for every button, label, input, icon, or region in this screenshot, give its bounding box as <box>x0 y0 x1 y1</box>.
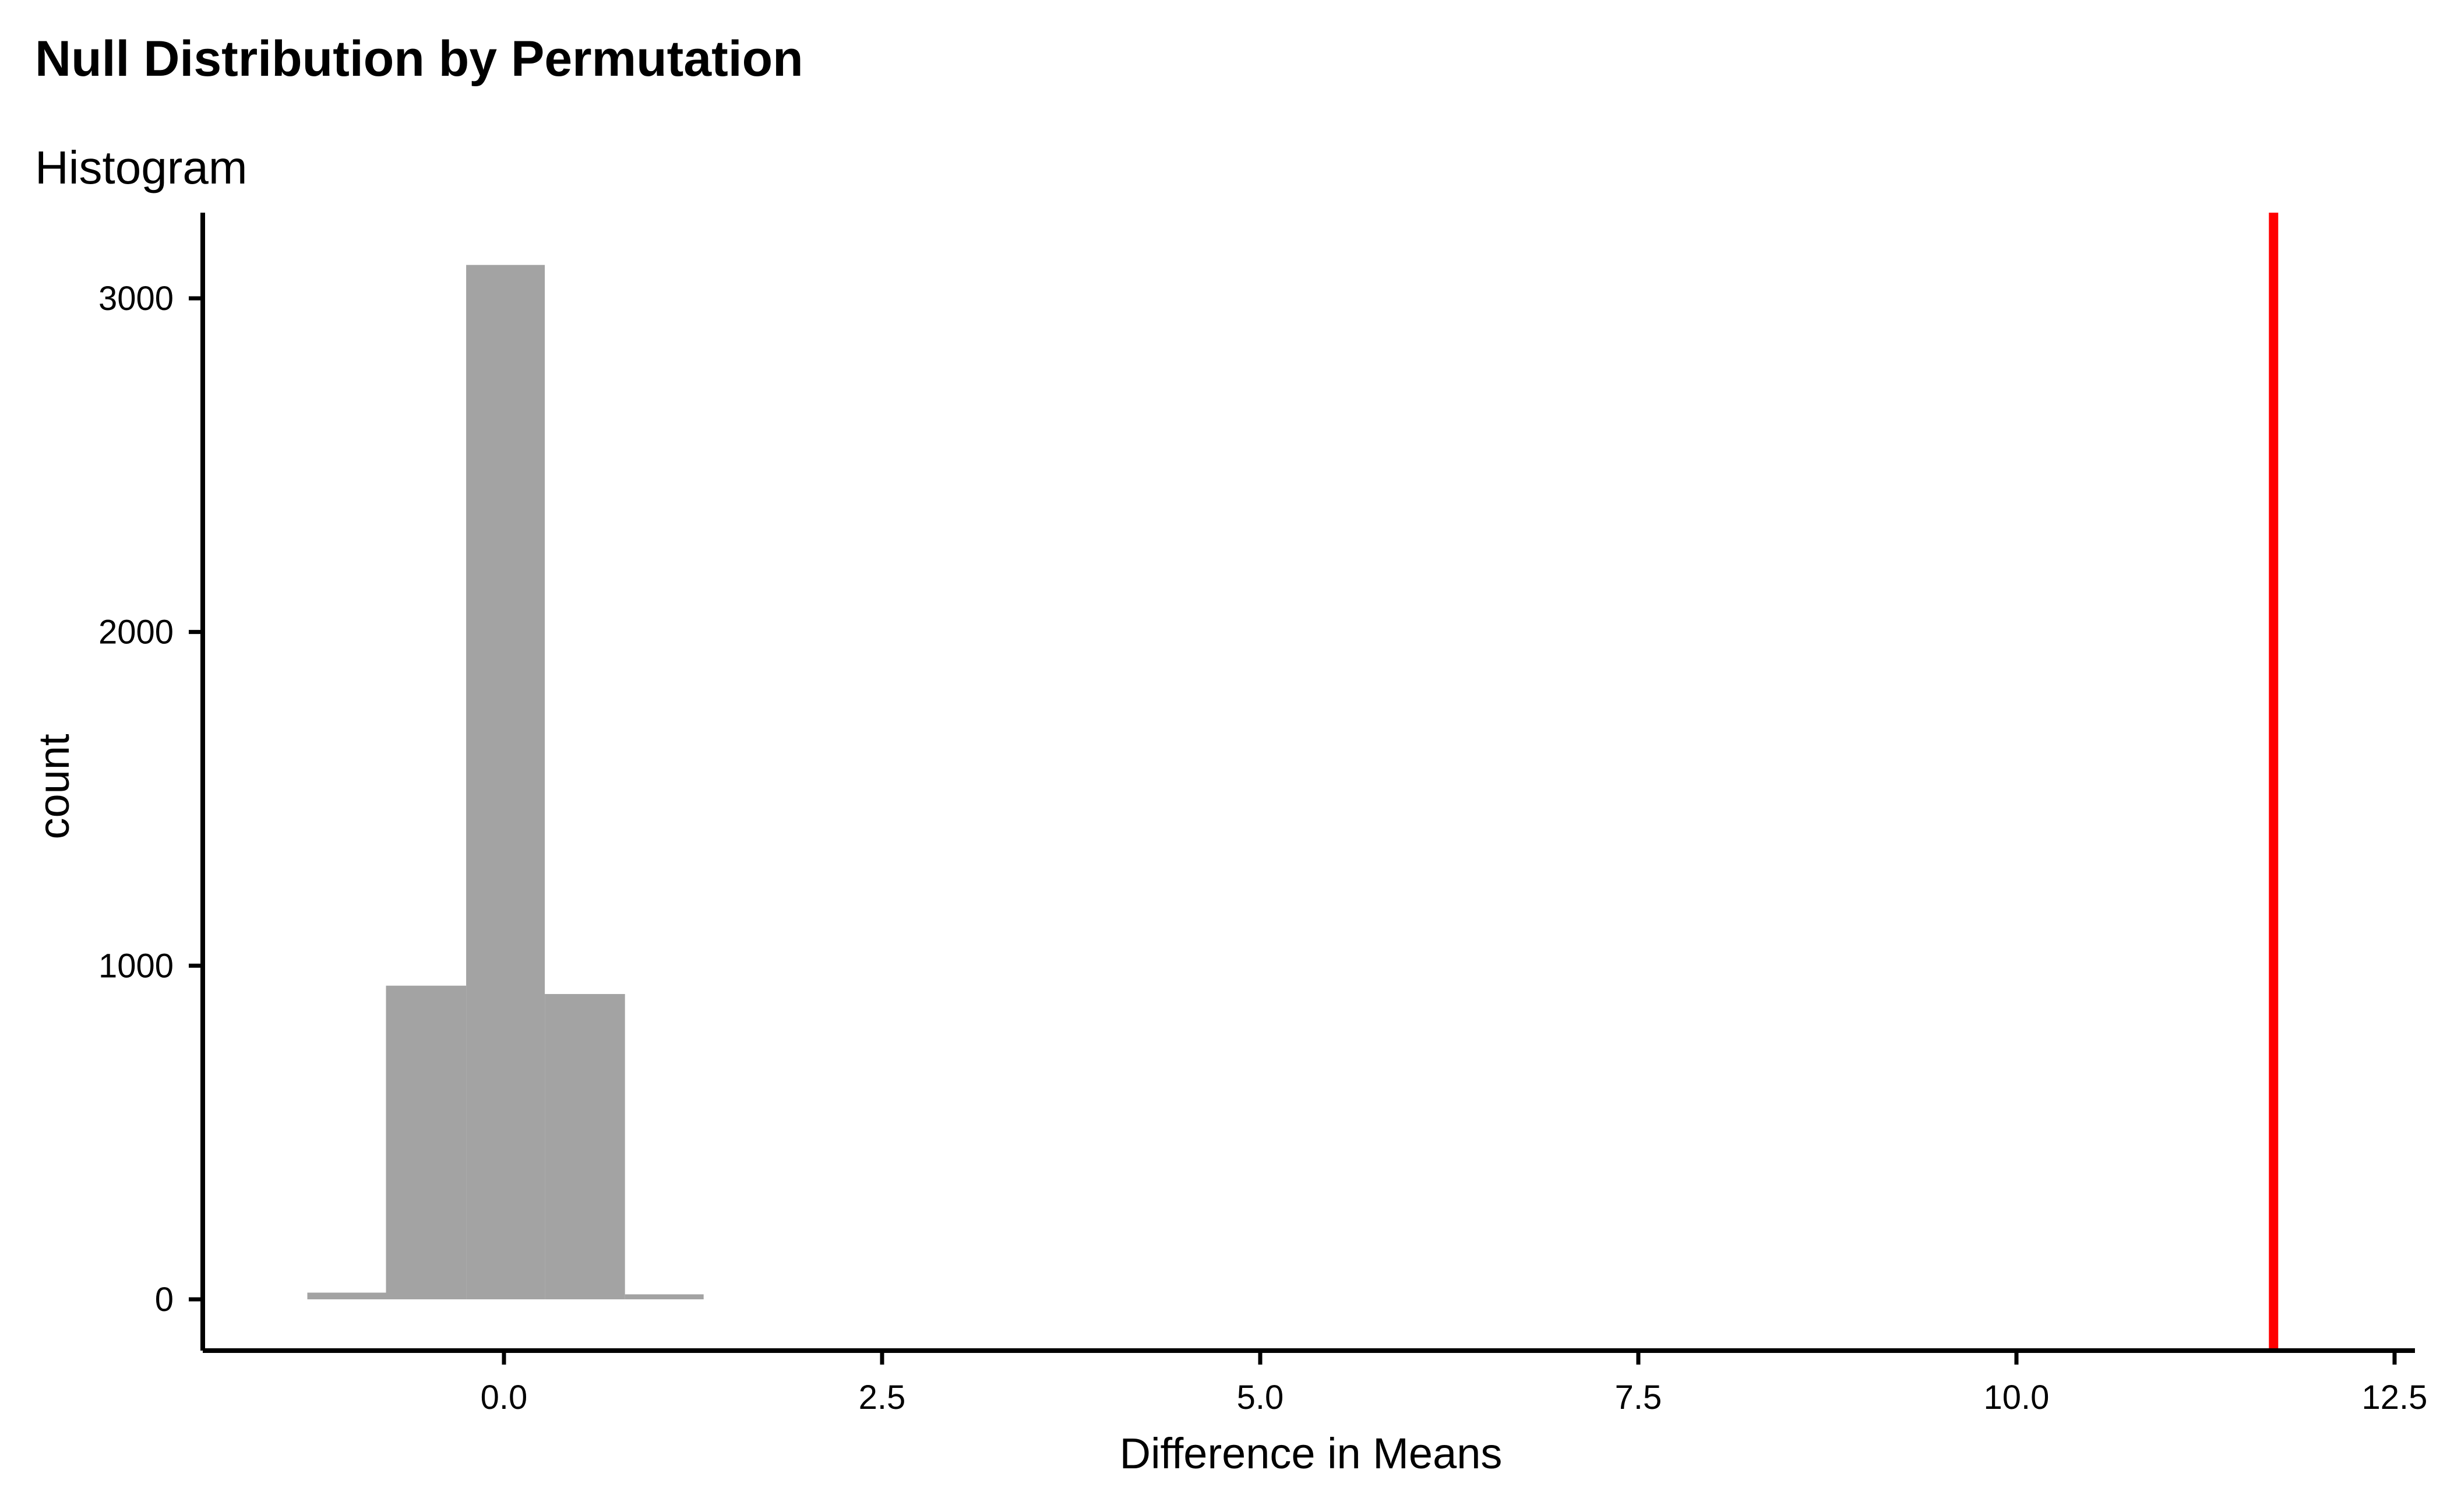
x-axis: 0.0 2.5 5.0 7.5 10.0 12.5 <box>203 1348 2428 1416</box>
chart-title: Null Distribution by Permutation <box>35 31 803 87</box>
histogram-bar-2 <box>466 265 545 1300</box>
y-tick-label: 2000 <box>98 614 174 651</box>
y-axis-label: count <box>30 734 78 839</box>
y-tick-label: 0 <box>155 1281 174 1319</box>
x-tick-label: 7.5 <box>1615 1379 1662 1416</box>
x-tick-label: 0.0 <box>481 1379 528 1416</box>
x-tick-label: 5.0 <box>1237 1379 1284 1416</box>
y-axis: 0 1000 2000 3000 <box>98 213 205 1351</box>
x-tick-label: 10.0 <box>1984 1379 2050 1416</box>
y-tick-label: 3000 <box>98 280 174 318</box>
histogram-bar-0 <box>307 1292 386 1299</box>
y-tick-label: 1000 <box>98 947 174 985</box>
x-tick-label: 2.5 <box>859 1379 906 1416</box>
histogram-bar-1 <box>386 985 467 1299</box>
histogram-bar-4 <box>625 1294 704 1299</box>
chart-subtitle: Histogram <box>35 142 248 193</box>
x-tick-label: 12.5 <box>2362 1379 2428 1416</box>
histogram-bars <box>307 265 704 1300</box>
histogram-bar-3 <box>545 994 625 1299</box>
x-axis-label: Difference in Means <box>1120 1429 1503 1478</box>
